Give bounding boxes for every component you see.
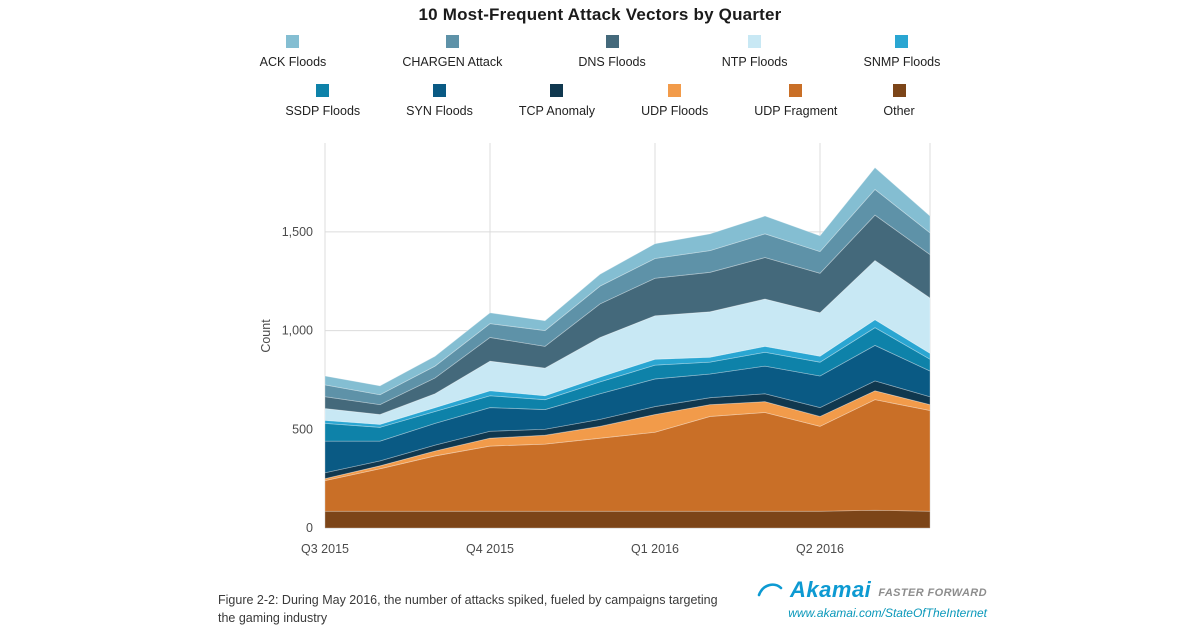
legend-item: CHARGEN Attack xyxy=(402,35,502,69)
stacked-area-chart: 0 500 1,000 1,500 Q3 2015 Q4 2015 Q1 2016 Q2 20… xyxy=(259,143,931,556)
legend-swatch xyxy=(895,35,909,48)
legend-row: SSDP Floods SYN Floods TCP Anomaly UDP Floo… xyxy=(0,84,1200,118)
legend-swatch xyxy=(316,84,330,97)
y-tick-label: 500 xyxy=(292,422,313,436)
y-tick-label: 1,500 xyxy=(282,225,313,239)
legend-swatch xyxy=(445,35,459,48)
legend-swatch xyxy=(892,84,906,97)
legend-swatch xyxy=(605,35,619,48)
legend-item: DNS Floods xyxy=(578,35,646,69)
legend-swatch xyxy=(433,84,446,97)
chart-title: 10 Most-Frequent Attack Vectors by Quart… xyxy=(418,5,782,24)
legend-label: UDP Floods xyxy=(641,104,709,118)
legend-item: SSDP Floods xyxy=(285,84,360,118)
legend-item: NTP Floods xyxy=(722,35,788,69)
x-tick-label: Q2 2016 xyxy=(796,542,844,556)
legend-item: UDP Fragment xyxy=(754,84,837,118)
y-tick-label: 1,000 xyxy=(282,324,313,338)
brand-footer: Akamai FASTER FORWARD www.akamai.com/Sta… xyxy=(757,577,987,620)
legend-row: ACK Floods CHARGEN Attack DNS Floods NTP Fl… xyxy=(0,35,1200,69)
legend-label: TCP Anomaly xyxy=(518,104,596,118)
y-axis-label: Count xyxy=(259,319,273,353)
legend-label: Other xyxy=(883,104,915,118)
legend-item: SNMP Floods xyxy=(863,35,941,69)
area-series-other xyxy=(324,509,931,529)
legend-swatch xyxy=(286,35,300,48)
legend-swatch xyxy=(789,84,803,97)
legend-label: SYN Floods xyxy=(406,104,473,118)
legend-label: UDP Fragment xyxy=(754,104,838,118)
legend-label: DNS Floods xyxy=(578,55,646,69)
legend-item: ACK Floods xyxy=(259,35,327,69)
legend-item: UDP Floods xyxy=(641,84,708,118)
figure-caption: Figure 2-2: During May 2016, the number … xyxy=(218,593,718,626)
area-series-snmp-floods xyxy=(324,319,931,428)
legend-item: SYN Floods xyxy=(406,84,473,118)
footer-link[interactable]: www.akamai.com/StateOfTheInternet xyxy=(788,606,987,620)
brand-row: Akamai FASTER FORWARD xyxy=(757,577,987,603)
legend-item: TCP Anomaly xyxy=(519,84,595,118)
y-tick-label: 0 xyxy=(306,521,313,535)
legend-label: NTP Floods xyxy=(721,55,788,69)
legend-swatch xyxy=(668,84,682,97)
x-tick-label: Q3 2015 xyxy=(301,542,349,556)
brand-tagline: FASTER FORWARD xyxy=(878,587,987,599)
x-tick-label: Q4 2015 xyxy=(466,542,514,556)
area-series-dns-floods xyxy=(324,214,931,415)
akamai-swoosh-icon xyxy=(757,583,783,597)
legend-label: SSDP Floods xyxy=(285,104,361,118)
brand-name: Akamai xyxy=(790,577,872,602)
legend-swatch xyxy=(748,35,762,48)
legend-swatch xyxy=(550,84,564,97)
legend-label: CHARGEN Attack xyxy=(402,55,503,69)
area-series-ntp-floods xyxy=(324,259,931,425)
legend-label: SNMP Floods xyxy=(863,55,941,69)
legend-label: ACK Floods xyxy=(259,55,327,69)
area-series-ssdp-floods xyxy=(324,327,931,442)
chart-legend: ACK Floods CHARGEN Attack DNS Floods NTP Fl… xyxy=(0,35,1200,118)
legend-item: Other xyxy=(883,84,915,118)
area-series-udp-fragment xyxy=(324,399,931,512)
area-series-ack-floods xyxy=(324,167,931,396)
x-tick-label: Q1 2016 xyxy=(631,542,679,556)
